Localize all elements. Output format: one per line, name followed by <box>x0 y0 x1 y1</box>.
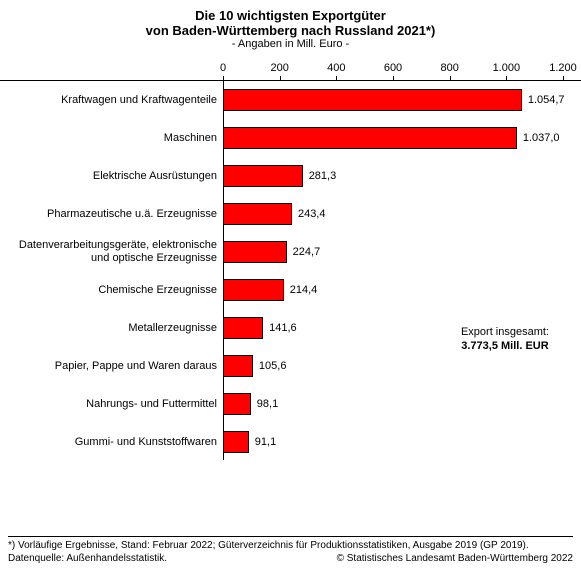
bar-row: Elektrische Ausrüstungen 281,3 <box>0 157 581 195</box>
bar-track: 98,1 <box>223 385 581 423</box>
bar-value-label: 1.037,0 <box>523 132 560 144</box>
x-tick-label: 200 <box>270 62 288 74</box>
bar-row: Pharmazeutische u.ä. Erzeugnisse 243,4 <box>0 195 581 233</box>
footnote: *) Vorläufige Ergebnisse, Stand: Februar… <box>8 540 573 553</box>
data-source: Datenquelle: Außenhandelsstatistik. <box>8 553 329 566</box>
category-label: Nahrungs- und Futtermittel <box>0 385 223 423</box>
category-label: Papier, Pappe und Waren daraus <box>0 347 223 385</box>
bar <box>223 203 292 225</box>
bar-value-label: 105,6 <box>259 360 287 372</box>
bar-value-label: 281,3 <box>309 170 337 182</box>
total-export-box: Export insgesamt:3.773,5 Mill. EUR <box>461 325 549 354</box>
category-label: Datenverarbeitungsgeräte, elektronische … <box>0 233 223 271</box>
total-label: Export insgesamt: <box>461 325 549 339</box>
x-tick-label: 800 <box>440 62 458 74</box>
category-label: Elektrische Ausrüstungen <box>0 157 223 195</box>
x-tick-label: 0 <box>220 62 226 74</box>
bar-track: 91,1 <box>223 423 581 461</box>
category-label: Gummi- und Kunststoffwaren <box>0 423 223 461</box>
title-line2: von Baden-Württemberg nach Russland 2021… <box>0 23 581 38</box>
category-label: Pharmazeutische u.ä. Erzeugnisse <box>0 195 223 233</box>
bar-track: 1.054,7 <box>223 81 581 119</box>
x-tick-label: 400 <box>327 62 345 74</box>
bar <box>223 393 251 415</box>
chart-area: 0 200 400 600 800 1.000 1.200 Kraftwagen und Kr… <box>0 62 581 460</box>
bar-row: Nahrungs- und Futtermittel 98,1 <box>0 385 581 423</box>
plot-area: Kraftwagen und Kraftwagenteile 1.054,7 Mas… <box>0 80 581 460</box>
footer: *) Vorläufige Ergebnisse, Stand: Februar… <box>8 532 573 565</box>
x-tick-label: 1.000 <box>493 62 521 74</box>
bar <box>223 127 517 149</box>
bar-value-label: 214,4 <box>290 284 318 296</box>
bar-track: 1.037,0 <box>223 119 581 157</box>
bar <box>223 279 284 301</box>
bar-row: Maschinen 1.037,0 <box>0 119 581 157</box>
bar-value-label: 224,7 <box>293 246 321 258</box>
subtitle: - Angaben in Mill. Euro - <box>0 38 581 50</box>
x-tick-label: 1.200 <box>549 62 577 74</box>
title-block: Die 10 wichtigsten Exportgüter von Baden… <box>0 0 581 50</box>
bar <box>223 431 249 453</box>
bar-value-label: 141,6 <box>269 322 297 334</box>
bar-value-label: 91,1 <box>255 436 276 448</box>
bar-row: Datenverarbeitungsgeräte, elektronische … <box>0 233 581 271</box>
bar-row: Chemische Erzeugnisse 214,4 <box>0 271 581 309</box>
bar-value-label: 98,1 <box>257 398 278 410</box>
bar-value-label: 1.054,7 <box>528 94 565 106</box>
category-label: Kraftwagen und Kraftwagenteile <box>0 81 223 119</box>
total-value: 3.773,5 Mill. EUR <box>461 339 549 353</box>
bar <box>223 89 522 111</box>
bar <box>223 241 287 263</box>
category-label: Chemische Erzeugnisse <box>0 271 223 309</box>
bar-row: Kraftwagen und Kraftwagenteile 1.054,7 <box>0 81 581 119</box>
category-label: Metallerzeugnisse <box>0 309 223 347</box>
credit: © Statistisches Landesamt Baden-Württemb… <box>337 553 573 566</box>
category-label: Maschinen <box>0 119 223 157</box>
title-line1: Die 10 wichtigsten Exportgüter <box>0 8 581 23</box>
chart-container: Die 10 wichtigsten Exportgüter von Baden… <box>0 0 581 571</box>
footer-divider <box>8 536 573 537</box>
bar-track: 214,4 <box>223 271 581 309</box>
bar-track: 224,7 <box>223 233 581 271</box>
x-tick-label: 600 <box>384 62 402 74</box>
bar-value-label: 243,4 <box>298 208 326 220</box>
bar-track: 243,4 <box>223 195 581 233</box>
bar <box>223 317 263 339</box>
bar <box>223 165 303 187</box>
bar-row: Gummi- und Kunststoffwaren 91,1 <box>0 423 581 461</box>
bar <box>223 355 253 377</box>
bar-track: 281,3 <box>223 157 581 195</box>
